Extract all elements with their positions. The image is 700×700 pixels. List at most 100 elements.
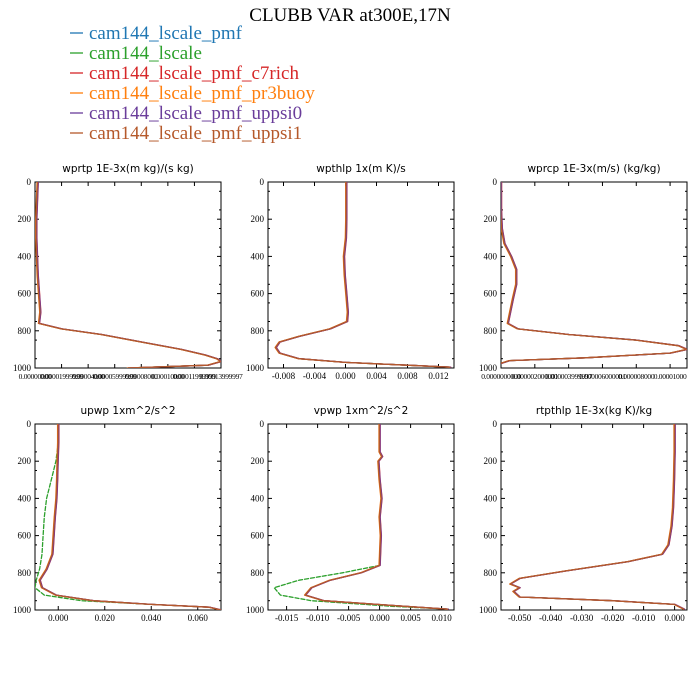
legend-label: cam144_lscale_pmf_pr3buoy xyxy=(89,83,315,104)
panel-title: wprcp 1E-3x(m/s) (kg/kg) xyxy=(527,163,660,175)
x-tick-label: 0.00004000 xyxy=(72,372,105,381)
series-line-cam144_lscale_pmf_c7rich xyxy=(39,424,221,610)
y-tick-label: 400 xyxy=(251,493,265,503)
panel-title: upwp 1xm^2/s^2 xyxy=(81,405,176,417)
y-tick-label: 800 xyxy=(484,568,498,578)
series-line-cam144_lscale_pmf xyxy=(275,182,451,368)
legend-label: cam144_lscale_pmf_uppsi0 xyxy=(89,103,302,124)
x-tick-label: -0.010 xyxy=(632,613,656,623)
x-tick-label: 0.000 xyxy=(48,613,69,623)
series-line-cam144_lscale_pmf_uppsi1 xyxy=(35,182,221,368)
x-tick-label: 0.005 xyxy=(400,613,421,623)
series-line-cam144_lscale_pmf_c7rich xyxy=(275,182,452,368)
y-tick-label: 1000 xyxy=(479,363,498,373)
panel-2: wprcp 1E-3x(m/s) (kg/kg) 0 200 400 600 800 100… xyxy=(479,163,688,381)
panel-5: rtpthlp 1E-3x(kg K)/kg02004006008001000-… xyxy=(479,405,688,623)
x-tick-label: 0.060 xyxy=(188,613,209,623)
panel-title: vpwp 1xm^2/s^2 xyxy=(314,405,409,417)
y-tick-label: 1000 xyxy=(13,605,32,615)
legend-label: cam144_lscale_pmf_c7rich xyxy=(89,63,299,84)
y-tick-label: 0 xyxy=(27,177,32,187)
y-tick-label: 0 xyxy=(260,419,265,429)
y-tick-label: 200 xyxy=(484,214,498,224)
x-tick-label: 0.00011999999 xyxy=(173,372,216,381)
legend-label: cam144_lscale xyxy=(89,43,202,64)
y-tick-label: 800 xyxy=(484,326,498,336)
plot-frame xyxy=(500,423,688,611)
y-tick-label: 200 xyxy=(251,214,265,224)
series-group xyxy=(274,182,452,368)
series-line-cam144_lscale_pmf_uppsi1 xyxy=(509,424,685,610)
series-line-cam144_lscale_pmf_uppsi0 xyxy=(39,424,221,610)
x-tick-label: 0.020 xyxy=(95,613,116,623)
y-tick-label: 800 xyxy=(18,568,32,578)
x-tick-label: 0.0000000000 xyxy=(481,372,521,381)
series-group xyxy=(501,182,687,365)
series-line-cam144_lscale_pmf_uppsi0 xyxy=(275,182,452,368)
panel-0: wprtp 1E-3x(m kg)/(s kg) 0 200 400 600 800 100… xyxy=(13,163,243,381)
x-tick-label: -0.004 xyxy=(303,371,327,381)
y-tick-label: 200 xyxy=(484,456,498,466)
series-line-cam144_lscale_pmf_uppsi1 xyxy=(304,424,449,610)
x-tick-label: 0.000008000 xyxy=(618,372,655,381)
legend-label: cam144_lscale_pmf xyxy=(89,23,243,44)
x-tick-label: 0.000003999997 xyxy=(545,372,592,381)
series-line-cam144_lscale xyxy=(35,424,221,610)
series-group xyxy=(35,424,221,610)
y-tick-label: 800 xyxy=(18,326,32,336)
series-line-cam144_lscale_pmf_pr3buoy xyxy=(38,424,221,610)
y-tick-label: 600 xyxy=(484,289,498,299)
plot-frame xyxy=(500,181,688,369)
x-tick-label: 0.000 xyxy=(335,371,356,381)
legend: cam144_lscale_pmfcam144_lscalecam144_lsc… xyxy=(70,23,315,144)
y-tick-label: 0 xyxy=(27,419,32,429)
x-tick-label: 0.000002000001 xyxy=(512,372,559,381)
x-tick-label: 0.040 xyxy=(141,613,162,623)
x-tick-label: -0.005 xyxy=(337,613,361,623)
series-line-cam144_lscale_pmf_uppsi1 xyxy=(501,182,687,364)
series-group xyxy=(273,424,450,610)
series-line-cam144_lscale_pmf_c7rich xyxy=(510,424,686,610)
y-tick-label: 400 xyxy=(484,493,498,503)
y-tick-label: 1000 xyxy=(479,605,498,615)
y-tick-label: 200 xyxy=(251,456,265,466)
series-line-cam144_lscale_pmf_pr3buoy xyxy=(274,182,451,368)
figure-title: CLUBB VAR at300E,17N xyxy=(249,5,451,26)
x-tick-label: 0.00008000 xyxy=(125,372,158,381)
series-line-cam144_lscale_pmf_pr3buoy xyxy=(509,424,684,610)
y-tick-label: 200 xyxy=(18,214,32,224)
y-tick-label: 600 xyxy=(484,531,498,541)
y-tick-label: 0 xyxy=(493,419,498,429)
y-tick-label: 600 xyxy=(251,531,265,541)
x-tick-label: 0.00013999997 xyxy=(200,372,244,381)
y-tick-label: 1000 xyxy=(246,605,265,615)
x-tick-label: -0.008 xyxy=(272,371,296,381)
y-tick-label: 600 xyxy=(18,289,32,299)
x-tick-label: 0.00010000 xyxy=(152,372,185,381)
panel-1: wpthlp 1x(m K)/s 0 200 400 600 800 1000 -0.008-… xyxy=(246,163,455,381)
y-tick-label: 200 xyxy=(18,456,32,466)
y-tick-label: 400 xyxy=(251,251,265,261)
series-group xyxy=(35,182,221,368)
series-line-cam144_lscale xyxy=(275,182,451,368)
series-group xyxy=(509,424,686,610)
y-tick-label: 400 xyxy=(18,251,32,261)
x-tick-label: 0.00005999999 xyxy=(93,372,137,381)
y-tick-label: 400 xyxy=(18,493,32,503)
x-tick-label: -0.050 xyxy=(508,613,532,623)
series-line-cam144_lscale_pmf_uppsi1 xyxy=(38,424,221,610)
x-tick-label: 0.000 xyxy=(369,613,390,623)
panel-title: wprtp 1E-3x(m kg)/(s kg) xyxy=(62,163,193,175)
panel-title: wpthlp 1x(m K)/s xyxy=(316,163,406,175)
x-tick-label: 0.008 xyxy=(397,371,418,381)
panel-title: rtpthlp 1E-3x(kg K)/kg xyxy=(536,405,652,417)
y-tick-label: 0 xyxy=(260,177,265,187)
x-tick-label: -0.020 xyxy=(601,613,625,623)
x-tick-label: -0.040 xyxy=(539,613,563,623)
x-tick-label: 0.000006000001 xyxy=(579,372,626,381)
y-tick-label: 600 xyxy=(18,531,32,541)
y-tick-label: 400 xyxy=(484,251,498,261)
panel-3: upwp 1xm^2/s^2 0 200 400 600 800 1000 0.000 0.02… xyxy=(13,405,222,623)
plot-frame xyxy=(34,423,222,611)
